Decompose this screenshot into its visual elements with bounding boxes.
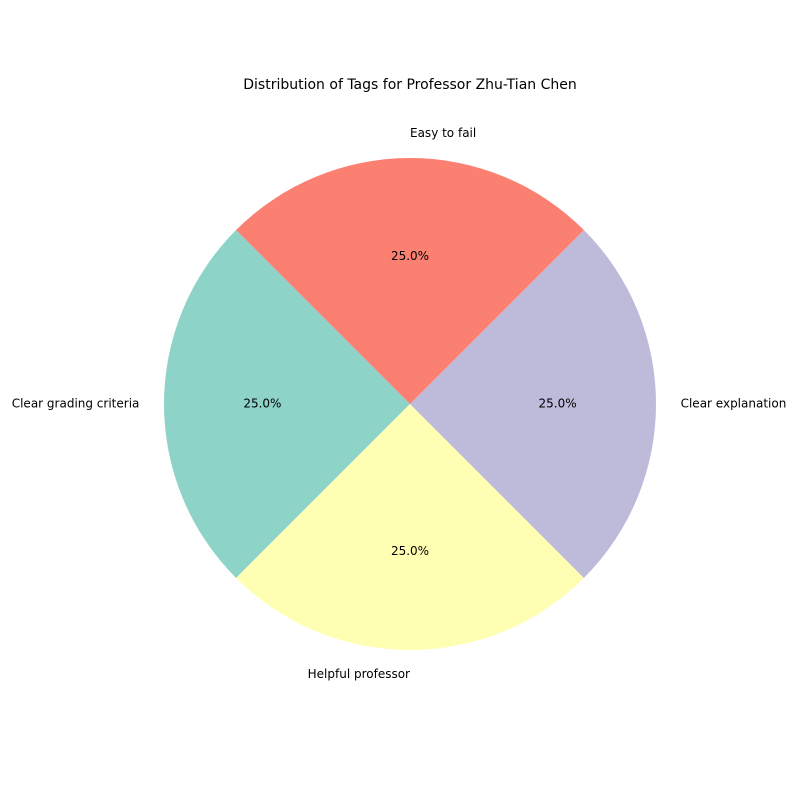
slice-label: Clear grading criteria <box>12 397 140 411</box>
slice-percentage-label: 25.0% <box>391 249 429 263</box>
slice-label: Easy to fail <box>410 126 476 140</box>
pie-slice-helpful-professor <box>236 404 584 650</box>
pie-slice-clear-explanation <box>410 230 656 578</box>
slice-percentage-label: 25.0% <box>539 397 577 411</box>
slice-label: Clear explanation <box>681 397 787 411</box>
slice-label: Helpful professor <box>308 667 410 681</box>
chart-title: Distribution of Tags for Professor Zhu-T… <box>243 77 576 93</box>
pie-slice-easy-to-fail <box>236 158 584 404</box>
slice-percentage-label: 25.0% <box>391 544 429 558</box>
slice-percentage-label: 25.0% <box>243 397 281 411</box>
pie-slice-clear-grading-criteria <box>164 230 410 578</box>
pie-labels: Clear grading criteria 25.0% Helpful profe… <box>12 126 787 681</box>
pie-slices <box>164 158 656 650</box>
